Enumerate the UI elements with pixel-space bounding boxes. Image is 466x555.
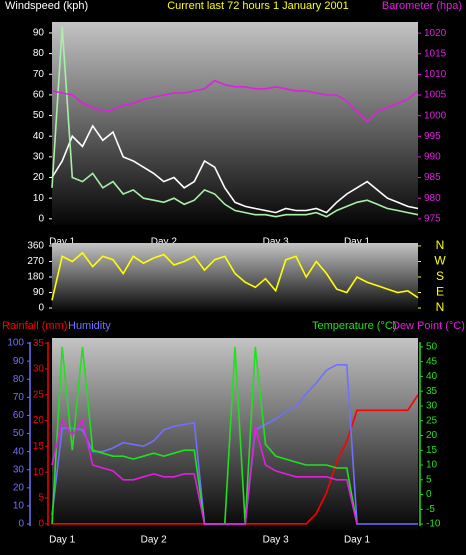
y2-tick-label: 1015 <box>424 48 447 59</box>
legend-entry: Humidity <box>68 320 111 332</box>
y-tick-label: 10 <box>33 193 45 204</box>
y2-tick-label: W <box>434 254 446 268</box>
y3-tick-label: 30 <box>33 364 45 375</box>
y-tick-label: 10 <box>13 501 25 512</box>
series-line <box>51 251 419 301</box>
legend-entry: Temperature (°C) <box>312 320 396 332</box>
series-line <box>51 418 358 525</box>
y2-tick-label: 1020 <box>424 28 447 39</box>
y-tick-label: 0 <box>38 303 44 314</box>
y2-tick-label: N <box>436 300 445 314</box>
y3-tick-label: 35 <box>33 338 45 349</box>
y-tick-label: 90 <box>33 287 45 298</box>
y-tick-label: 40 <box>13 446 25 457</box>
y2-tick-label: 30 <box>426 401 438 412</box>
x-tick-label: Day 1 <box>49 535 76 546</box>
chart-title: Current last 72 hours 1 January 2001 <box>167 0 349 12</box>
y2-tick-label: 1000 <box>424 110 447 121</box>
series-line <box>51 79 419 123</box>
y2-tick-label: 45 <box>426 356 438 367</box>
y3-tick-label: 5 <box>38 493 44 504</box>
y-tick-label: 50 <box>13 428 25 439</box>
y-tick-label: 50 <box>33 110 45 121</box>
y2-tick-label: E <box>436 285 444 299</box>
y2-tick-label: -10 <box>426 519 441 530</box>
plot-area <box>52 338 418 530</box>
x-tick-label: Day 1 <box>344 237 371 248</box>
y2-tick-label: 995 <box>424 131 441 142</box>
y2-axis-title: Barometer (hpa) <box>382 0 462 12</box>
y-tick-label: 70 <box>33 69 45 80</box>
plot-area <box>52 22 418 225</box>
y2-tick-label: 980 <box>424 193 441 204</box>
series-line <box>51 124 419 214</box>
y3-tick-label: 25 <box>33 389 45 400</box>
y2-tick-label: N <box>436 238 445 252</box>
y-tick-label: 0 <box>18 519 24 530</box>
y3-tick-label: 15 <box>33 441 45 452</box>
y2-tick-label: 35 <box>426 386 438 397</box>
y2-tick-label: 975 <box>424 213 441 224</box>
plot-area <box>52 243 418 312</box>
y2-tick-label: S <box>436 269 444 283</box>
y2-tick-label: 1010 <box>424 69 447 80</box>
y2-tick-label: 985 <box>424 172 441 183</box>
x-tick-label: Day 1 <box>49 237 76 248</box>
y-tick-label: 360 <box>27 241 44 252</box>
y-tick-label: 90 <box>13 356 25 367</box>
y2-tick-label: -5 <box>426 504 435 515</box>
y3-tick-label: 10 <box>33 467 45 478</box>
y-tick-label: 270 <box>27 256 44 267</box>
y2-tick-label: 0 <box>426 489 432 500</box>
y2-tick-label: 990 <box>424 152 441 163</box>
y-tick-label: 20 <box>13 482 25 493</box>
series-line <box>51 26 419 218</box>
y-tick-label: 100 <box>7 338 24 349</box>
y2-tick-label: 25 <box>426 415 438 426</box>
y2-tick-label: 20 <box>426 430 438 441</box>
y-tick-label: 70 <box>13 392 25 403</box>
y-tick-label: 180 <box>27 272 44 283</box>
y-tick-label: 30 <box>33 151 45 162</box>
y-tick-label: 80 <box>13 374 25 385</box>
y-tick-label: 60 <box>33 90 45 101</box>
y2-tick-label: 1005 <box>424 90 447 101</box>
x-tick-label: Day 3 <box>263 535 290 546</box>
y2-tick-label: 15 <box>426 445 438 456</box>
y2-tick-label: 50 <box>426 342 438 353</box>
y-axis-title: Windspeed (kph) <box>5 0 88 12</box>
x-tick-label: Day 1 <box>344 535 371 546</box>
y-tick-label: 60 <box>13 410 25 421</box>
x-tick-label: Day 2 <box>151 237 178 248</box>
y-tick-label: 80 <box>33 48 45 59</box>
y2-tick-label: 5 <box>426 474 432 485</box>
y-tick-label: 30 <box>13 464 25 475</box>
legend-entry: Dew Point (°C) <box>392 320 465 332</box>
y-tick-label: 90 <box>33 28 45 39</box>
y2-tick-label: 40 <box>426 371 438 382</box>
legend-entry: Rainfall (mm) <box>2 320 67 332</box>
y-tick-label: 40 <box>33 131 45 142</box>
y-tick-label: 20 <box>33 172 45 183</box>
y3-tick-label: 20 <box>33 415 45 426</box>
x-tick-label: Day 2 <box>141 535 168 546</box>
y2-tick-label: 10 <box>426 460 438 471</box>
y-tick-label: 0 <box>38 213 44 224</box>
x-tick-label: Day 3 <box>263 237 290 248</box>
y3-tick-label: 0 <box>38 518 44 529</box>
